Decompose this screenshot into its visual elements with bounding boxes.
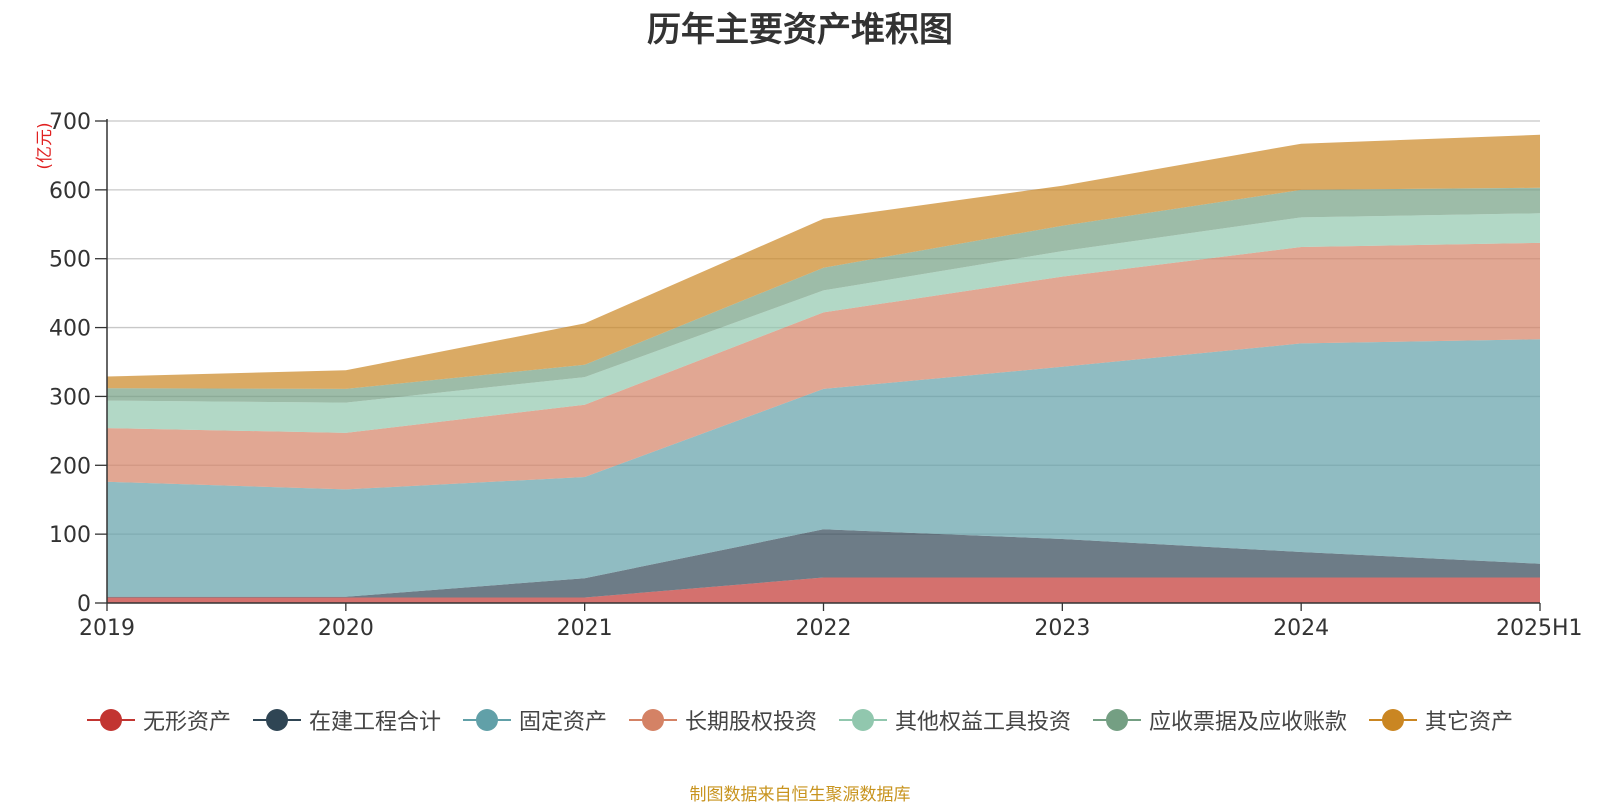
area-series-2[interactable] <box>107 529 1540 598</box>
legend-item-1[interactable]: 无形资产 <box>86 704 231 736</box>
legend-label: 固定资产 <box>518 710 607 735</box>
legend-swatch-icon <box>628 709 677 731</box>
chart-title: 历年主要资产堆积图 <box>647 10 953 50</box>
y-tick-label: 700 <box>49 110 91 135</box>
x-tick-label: 2019 <box>79 616 135 641</box>
y-tick-label: 200 <box>49 454 91 479</box>
area-series-1[interactable] <box>107 577 1540 604</box>
legend-swatch-icon <box>462 709 511 731</box>
area-series-5[interactable] <box>107 213 1540 433</box>
area-series-4[interactable] <box>107 242 1540 490</box>
legend-item-6[interactable]: 应收票据及应收账款 <box>1093 704 1347 736</box>
legend-swatch-icon <box>252 709 301 731</box>
source-note: 制图数据来自恒生聚源数据库 <box>689 785 911 805</box>
legend-swatch-icon <box>839 709 887 731</box>
legend-label: 在建工程合计 <box>308 710 441 735</box>
area-series-6[interactable] <box>107 187 1540 403</box>
legend-item-5[interactable]: 其他权益工具投资 <box>839 704 1071 736</box>
y-tick-label: 400 <box>49 317 91 342</box>
legend: 无形资产 在建工程合计 固定资产 长期股权投资 其他权益工具投资 应收票据及应收账款 其它资… <box>0 700 1600 740</box>
x-tick-label: 2022 <box>796 616 852 641</box>
y-axis-label: (亿元) <box>35 122 55 169</box>
legend-label: 应收票据及应收账款 <box>1149 710 1348 735</box>
y-tick-label: 100 <box>49 523 91 548</box>
legend-swatch-icon <box>1369 709 1418 731</box>
y-tick-label: 500 <box>49 248 91 273</box>
x-tick-label: 2020 <box>318 616 374 641</box>
area-series-3[interactable] <box>107 339 1540 597</box>
legend-item-3[interactable]: 固定资产 <box>462 704 607 736</box>
legend-label: 无形资产 <box>142 710 231 735</box>
legend-item-2[interactable]: 在建工程合计 <box>252 704 441 736</box>
legend-swatch-icon <box>86 709 135 731</box>
y-tick-label: 300 <box>49 385 91 410</box>
legend-item-7[interactable]: 其它资产 <box>1369 704 1513 736</box>
area-series-7[interactable] <box>107 134 1540 389</box>
legend-swatch-icon <box>1093 709 1142 731</box>
axes: 0 100 200 300 400 500 600 700 2019 2020 2021 2022 20… <box>49 110 1583 641</box>
legend-label: 其它资产 <box>1425 710 1514 735</box>
x-tick-label: 2021 <box>557 616 613 641</box>
y-tick-label: 0 <box>77 592 91 617</box>
legend-item-4[interactable]: 长期股权投资 <box>628 704 817 736</box>
y-tick-label: 600 <box>49 179 91 204</box>
x-tick-label: 2023 <box>1034 616 1090 641</box>
area-series <box>107 134 1540 604</box>
x-tick-label: 2024 <box>1273 616 1329 641</box>
legend-label: 长期股权投资 <box>684 710 817 735</box>
x-tick-label: 2025H1 <box>1496 616 1583 641</box>
legend-label: 其他权益工具投资 <box>895 710 1072 735</box>
